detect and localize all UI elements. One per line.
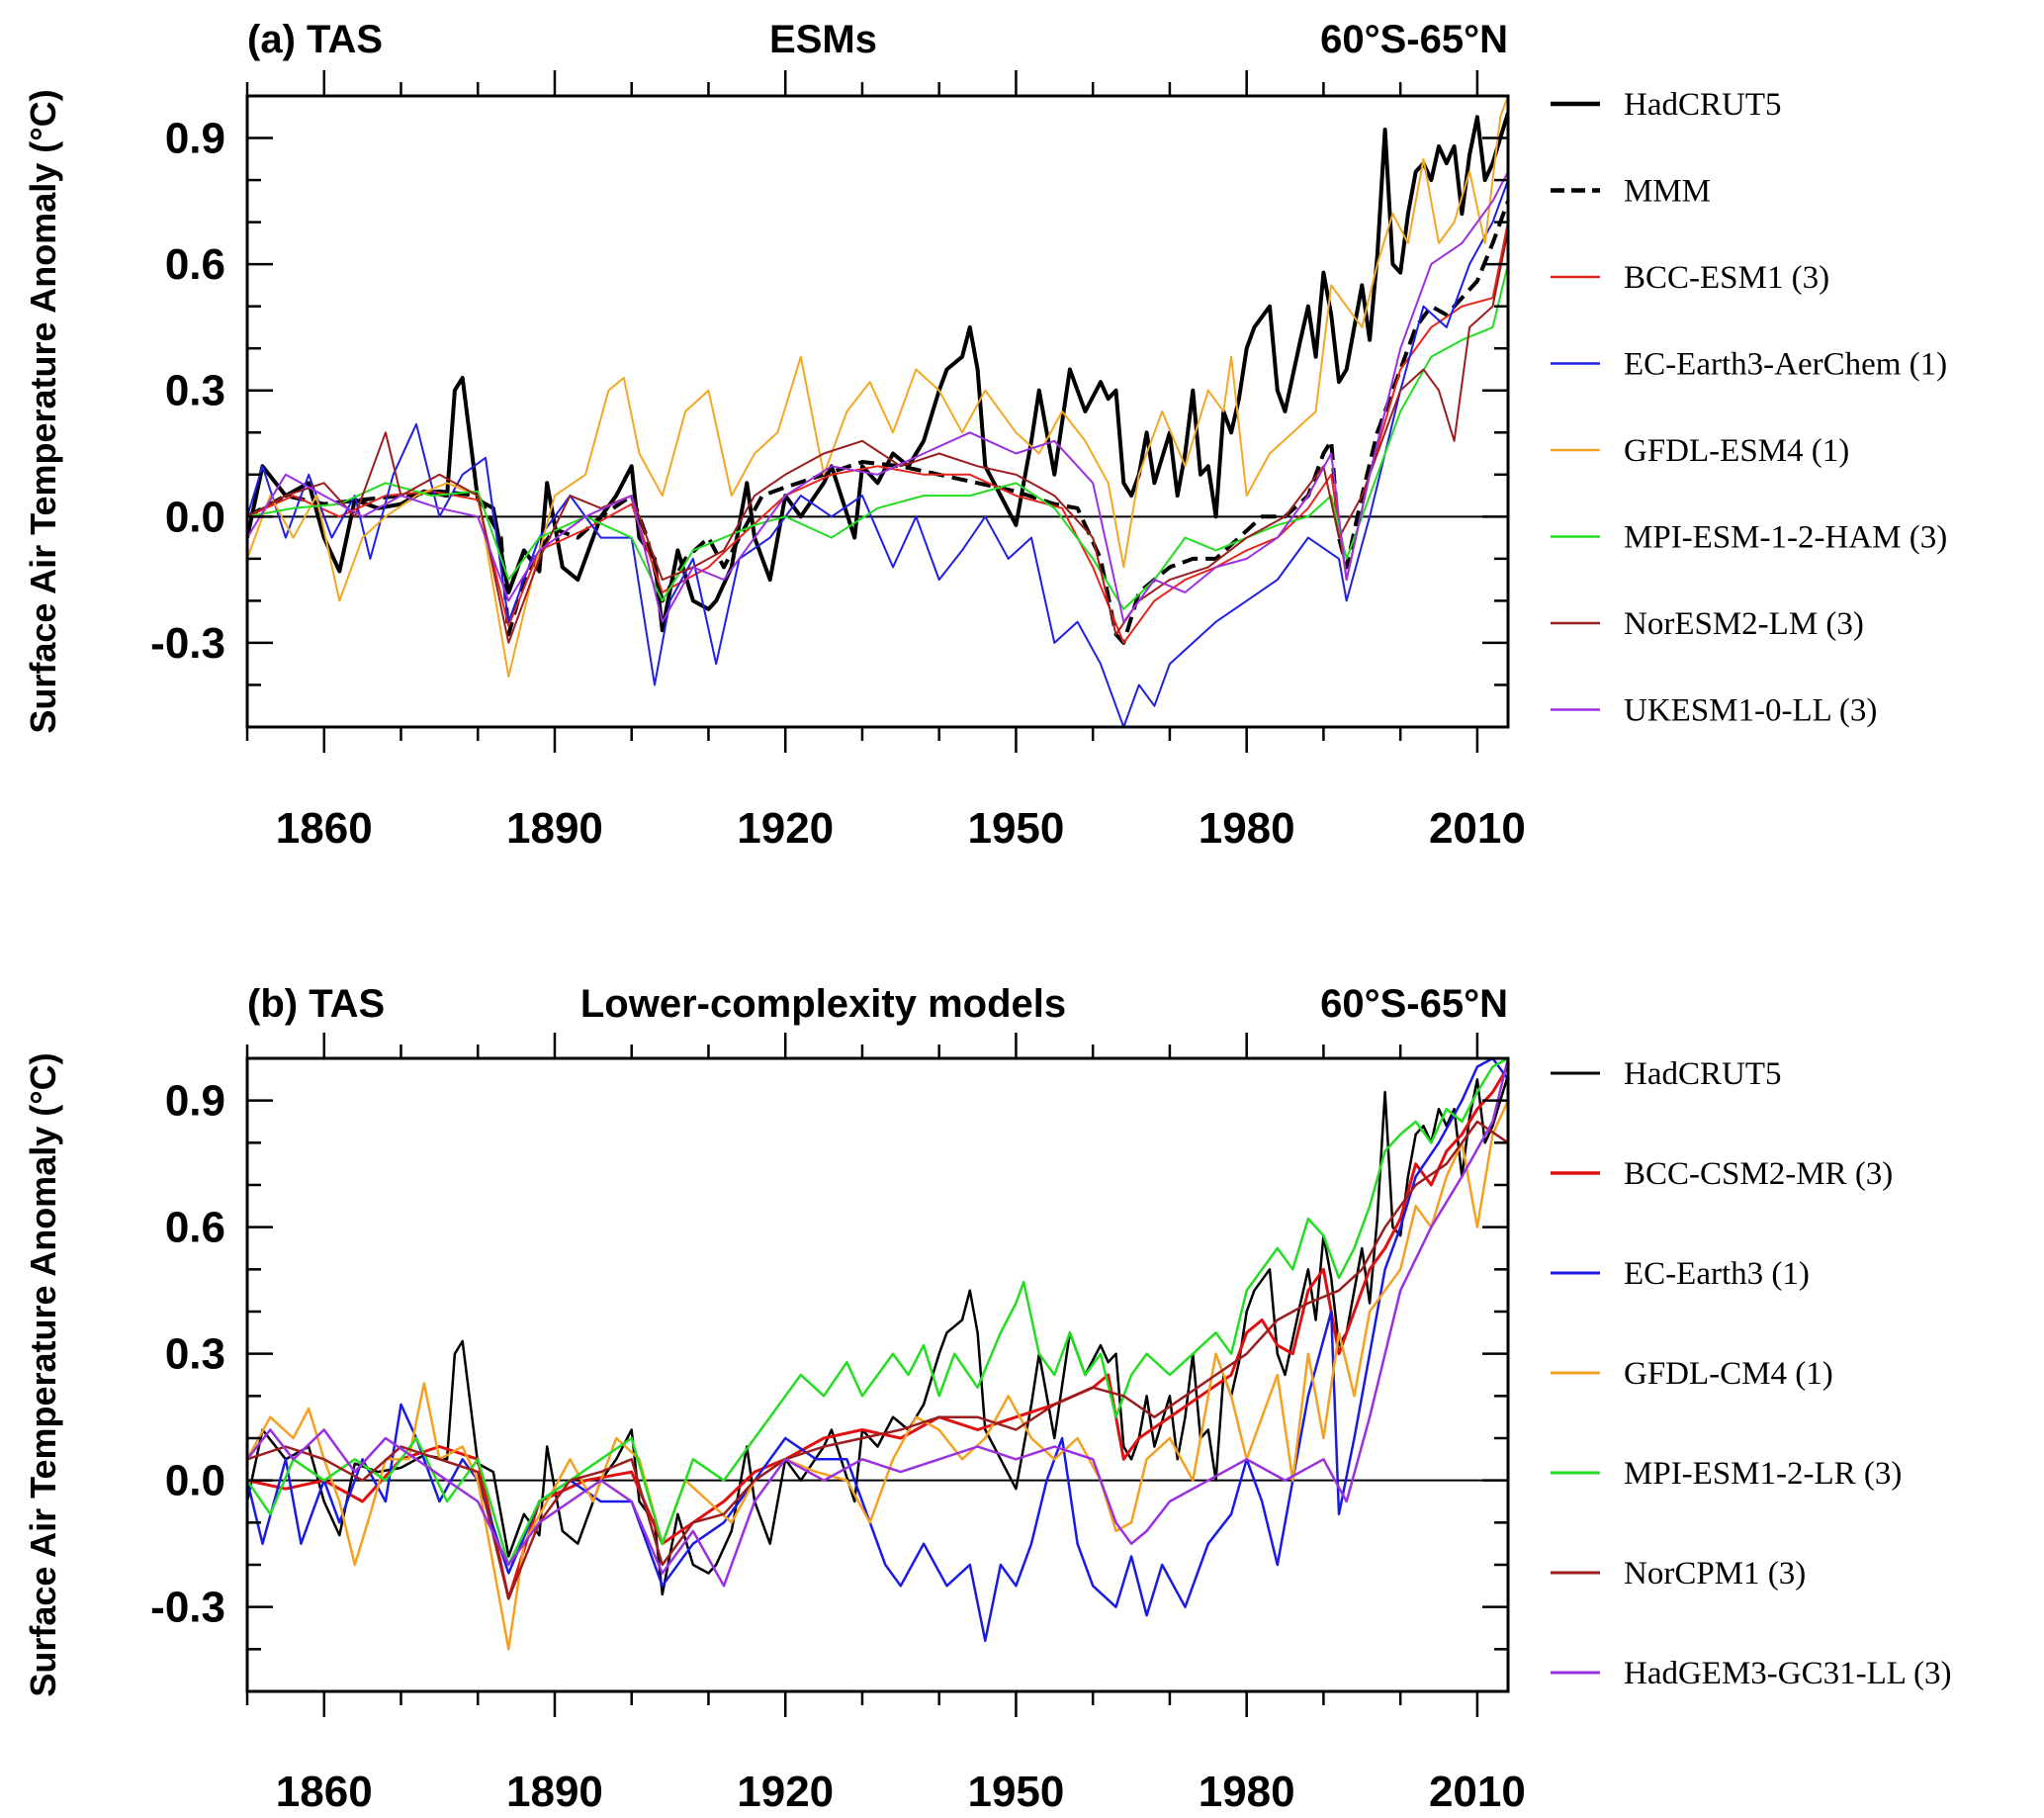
series-group xyxy=(247,1058,1508,1651)
panel-title: Lower-complexity models xyxy=(580,982,1066,1026)
series-line-6 xyxy=(247,229,1508,644)
x-tick-label: 2010 xyxy=(1429,804,1526,853)
x-tick-label: 1980 xyxy=(1199,1768,1295,1816)
panel-a: (a) TAS ESMs 60°S-65°N Surface Air Temperat… xyxy=(23,18,1947,853)
panel-label: (a) TAS xyxy=(247,18,383,61)
series-line-4 xyxy=(247,96,1508,678)
x-tick-label: 1860 xyxy=(276,1768,373,1816)
y-tick-label: -0.3 xyxy=(150,1584,225,1632)
y-tick-label: -0.3 xyxy=(150,619,225,668)
series-line-0 xyxy=(247,112,1508,633)
y-tick-label: 0.6 xyxy=(165,240,225,289)
region-label: 60°S-65°N xyxy=(1320,18,1508,61)
x-tick-label: 1920 xyxy=(737,804,834,853)
plot-frame xyxy=(245,94,1510,729)
region-label: 60°S-65°N xyxy=(1320,982,1508,1026)
y-tick-label: 0.0 xyxy=(165,493,225,541)
y-tick-label: 0.3 xyxy=(165,1330,225,1379)
legend-label: NorESM2-LM (3) xyxy=(1624,606,1864,642)
series-line-2 xyxy=(247,1058,1508,1643)
y-tick-label: 0.9 xyxy=(165,1077,225,1126)
series-line-7 xyxy=(247,171,1508,623)
series-line-5 xyxy=(247,263,1508,610)
legend-label: HadGEM3-GC31-LL (3) xyxy=(1624,1656,1951,1691)
legend-label: MPI-ESM1-2-LR (3) xyxy=(1624,1456,1902,1492)
x-tick-label: 1890 xyxy=(506,804,603,853)
panel-title: ESMs xyxy=(769,18,877,61)
series-line-6 xyxy=(247,1058,1508,1588)
legend-label: HadCRUT5 xyxy=(1624,1056,1782,1092)
series-line-4 xyxy=(247,1058,1508,1567)
plot-frame xyxy=(245,1056,1510,1693)
y-tick-label: 0.0 xyxy=(165,1457,225,1505)
series-line-3 xyxy=(247,179,1508,727)
legend-label: GFDL-ESM4 (1) xyxy=(1624,433,1849,469)
x-tick-label: 1950 xyxy=(967,804,1064,853)
series-line-1 xyxy=(247,200,1508,645)
y-tick-label: 0.6 xyxy=(165,1204,225,1252)
series-line-2 xyxy=(247,222,1508,644)
legend-label: EC-Earth3-AerChem (1) xyxy=(1624,347,1947,383)
x-tick-label: 1950 xyxy=(967,1768,1064,1816)
series-line-1 xyxy=(247,1065,1508,1600)
y-tick-label: 0.9 xyxy=(165,115,225,163)
series-line-5 xyxy=(247,1120,1508,1600)
x-tick-label: 2010 xyxy=(1429,1768,1526,1816)
legend-label: NorCPM1 (3) xyxy=(1624,1556,1806,1591)
panel-label: (b) TAS xyxy=(247,982,385,1026)
x-tick-label: 1860 xyxy=(276,804,373,853)
y-tick-label: 0.3 xyxy=(165,367,225,415)
series-line-0 xyxy=(247,1074,1508,1596)
legend-label: BCC-CSM2-MR (3) xyxy=(1624,1156,1893,1192)
legend-label: EC-Earth3 (1) xyxy=(1624,1256,1810,1292)
x-tick-label: 1920 xyxy=(737,1768,834,1816)
legend-label: MPI-ESM-1-2-HAM (3) xyxy=(1624,520,1947,556)
legend-label: MMM xyxy=(1624,174,1711,210)
y-axis-label: Surface Air Temperature Anomaly (°C) xyxy=(23,1052,63,1696)
series-group xyxy=(247,96,1508,727)
series-line-3 xyxy=(247,1100,1508,1651)
x-tick-label: 1980 xyxy=(1199,804,1295,853)
legend-label: HadCRUT5 xyxy=(1624,87,1782,123)
legend-label: BCC-ESM1 (3) xyxy=(1624,260,1829,296)
y-axis-label: Surface Air Temperature Anomaly (°C) xyxy=(23,89,63,733)
x-tick-label: 1890 xyxy=(506,1768,603,1816)
panel-b: (b) TAS Lower-complexity models 60°S-65°N S… xyxy=(23,982,1951,1816)
legend-label: UKESM1-0-LL (3) xyxy=(1624,693,1877,729)
legend-label: GFDL-CM4 (1) xyxy=(1624,1356,1833,1392)
